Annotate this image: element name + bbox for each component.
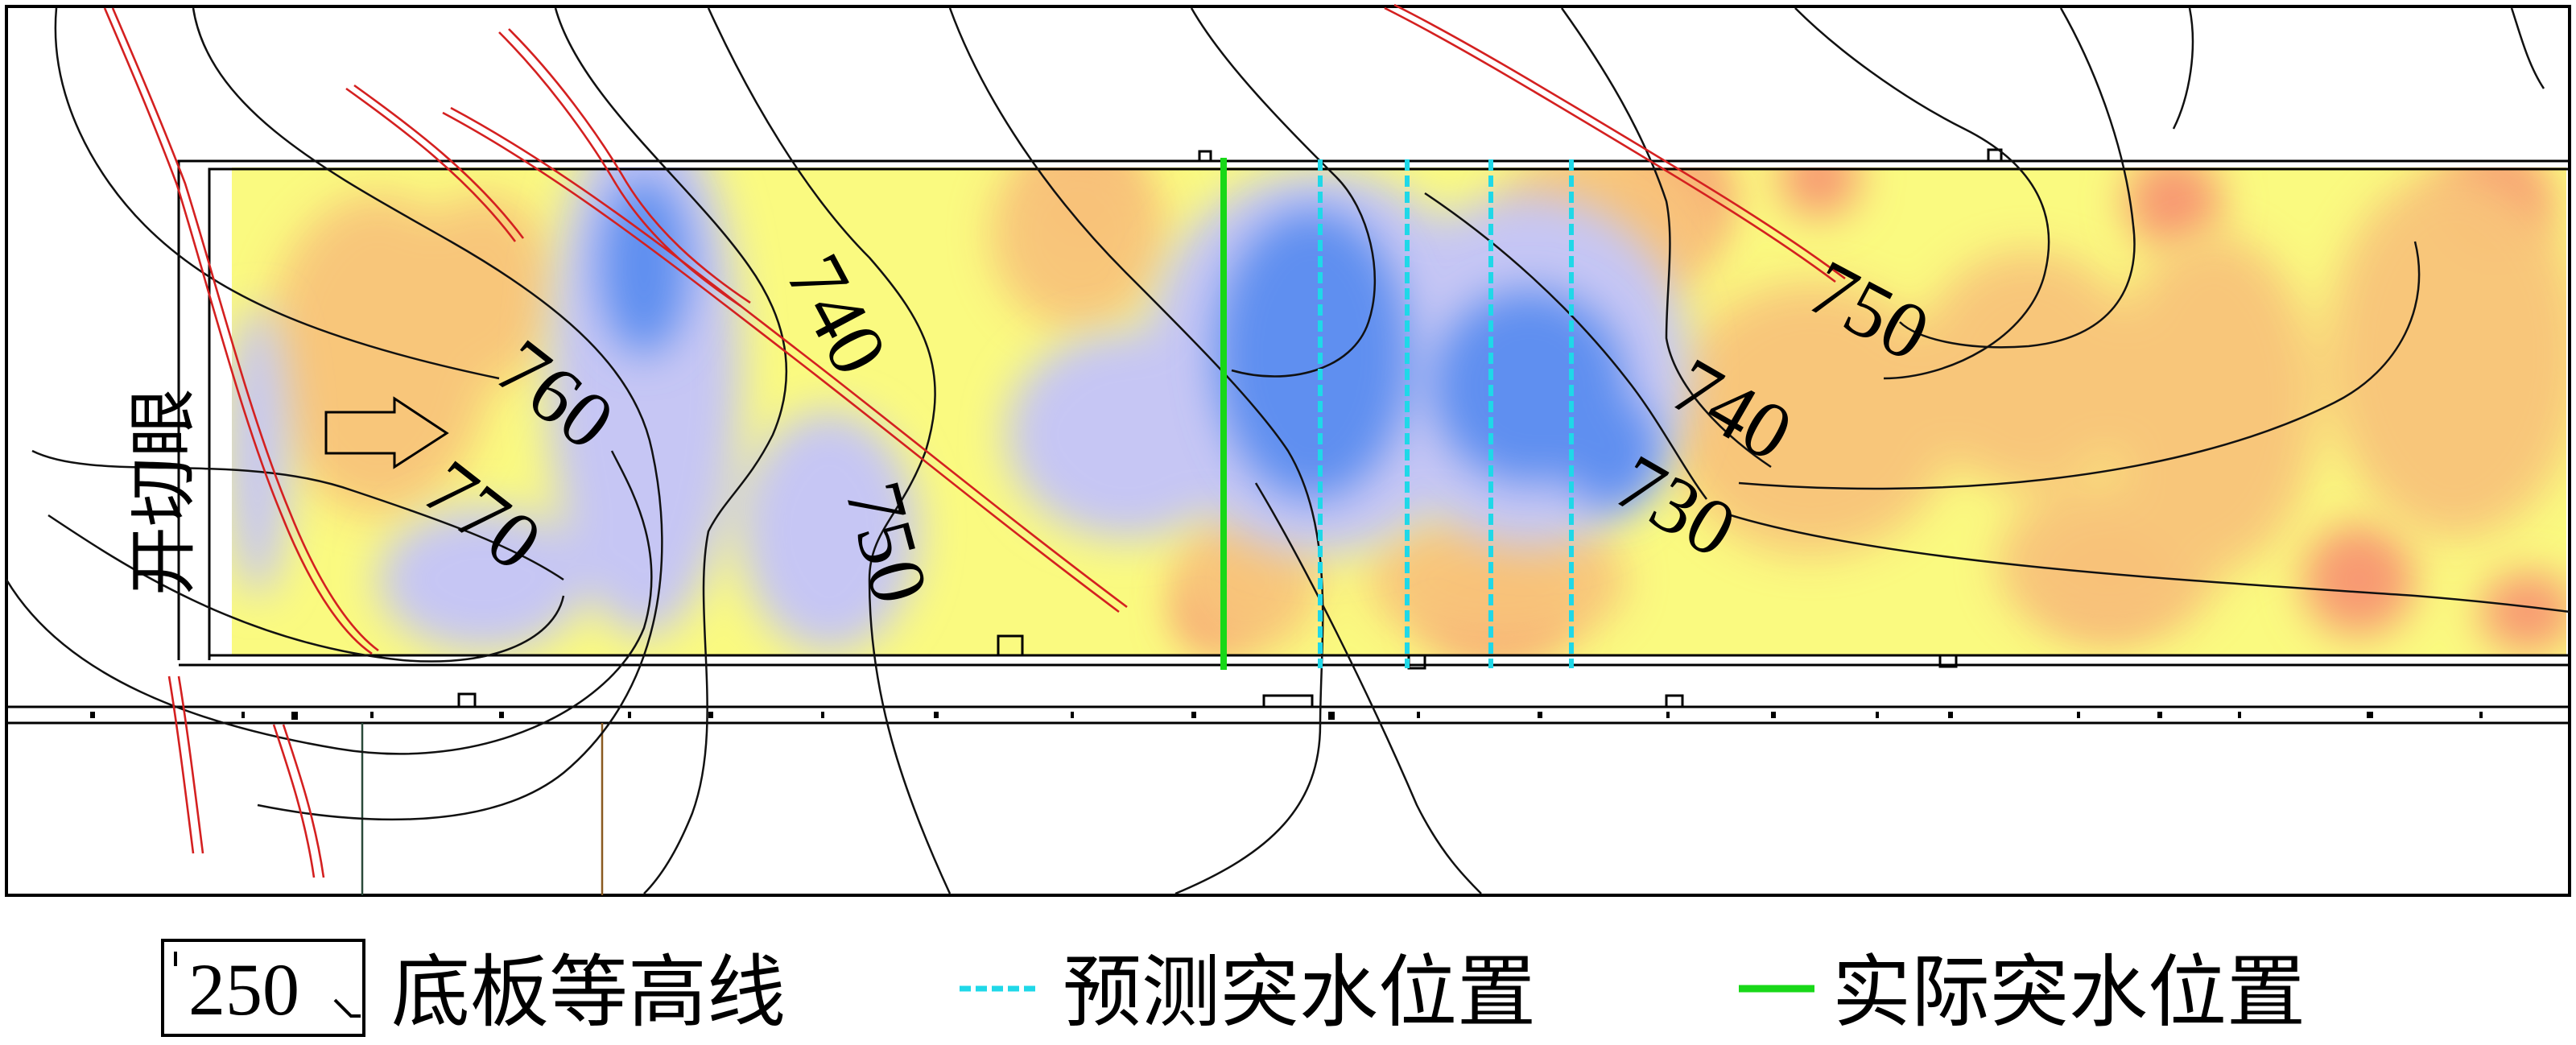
legend-predicted-label: 预测突水位置 <box>1063 947 1536 1039</box>
rail-marks <box>90 712 2483 720</box>
legend-contour-box <box>161 939 365 1037</box>
roadway-notches <box>457 148 2003 707</box>
cut-through-label: 开切眼 <box>123 388 204 596</box>
predicted-inrush-lines <box>1318 159 1574 668</box>
legend-contour-sample: 250 <box>188 948 299 1031</box>
advance-direction-arrow-icon <box>324 396 449 469</box>
legend: 250 底板等高线 预测突水位置 实际突水位置 <box>161 939 2306 1039</box>
legend-contour-label: 底板等高线 <box>391 947 786 1039</box>
roadway-outlines <box>6 159 2570 725</box>
legend-actual-label: 实际突水位置 <box>1832 947 2306 1039</box>
fault-lines <box>103 3 1846 878</box>
map-frame <box>5 5 2571 897</box>
